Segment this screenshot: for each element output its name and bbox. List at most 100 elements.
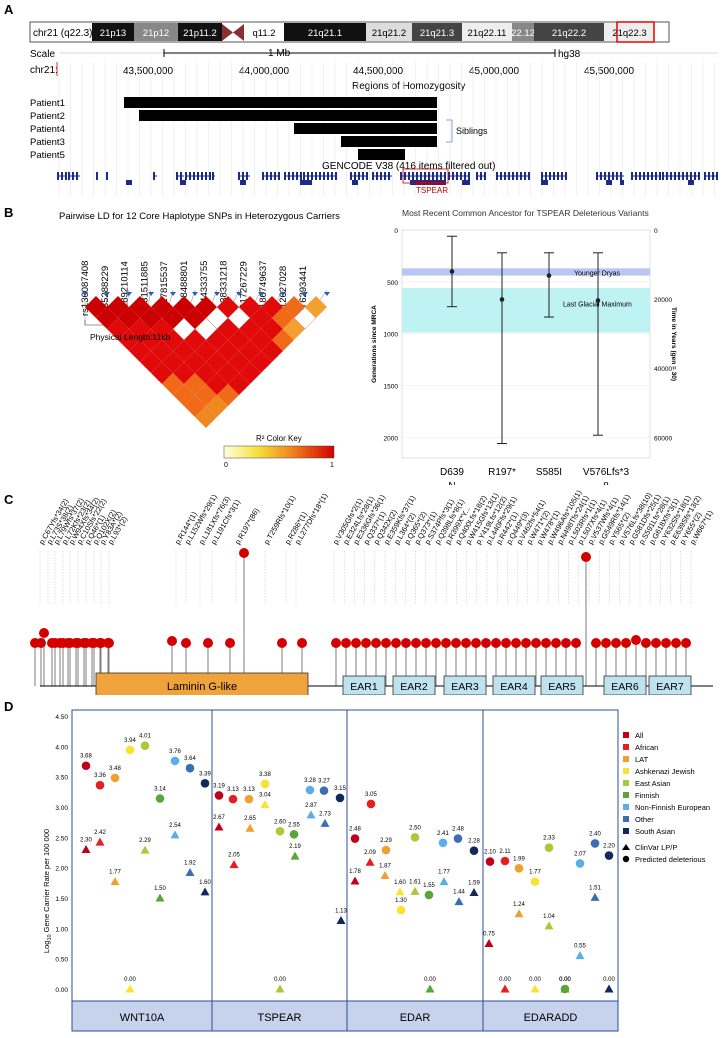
point-label: 3.48 xyxy=(109,766,121,772)
point-label: 3.27 xyxy=(318,779,330,785)
ideogram-band[interactable] xyxy=(178,23,222,41)
predicted-deleterious-point xyxy=(140,741,150,751)
scale-value: 1 Mb xyxy=(268,48,291,59)
domain-label: EAR3 xyxy=(451,681,479,693)
variant-label: N xyxy=(448,481,455,485)
point-label: 1.61 xyxy=(409,879,421,885)
domain-label: EAR2 xyxy=(400,681,428,693)
clinvar-point xyxy=(306,810,316,819)
roh-bar xyxy=(358,149,405,160)
lollipop-head xyxy=(581,552,591,562)
point-label: 2.09 xyxy=(364,850,376,856)
ideogram-band[interactable] xyxy=(366,23,412,41)
point-label: 2.19 xyxy=(289,844,301,850)
ideogram-band[interactable] xyxy=(244,23,284,41)
point-label: 3.36 xyxy=(94,773,106,779)
clinvar-point xyxy=(590,892,600,901)
clinvar-point xyxy=(575,951,585,960)
legend-label: Finnish xyxy=(635,791,659,800)
predicted-deleterious-point xyxy=(514,863,524,873)
band-label: 21q22.2 xyxy=(552,28,586,39)
legend-label: South Asian xyxy=(635,827,675,836)
patient-label: Patient5 xyxy=(30,150,65,161)
predicted-deleterious-point xyxy=(575,859,585,868)
clinvar-point xyxy=(544,921,554,930)
predicted-deleterious-point xyxy=(305,785,315,795)
legend-swatch xyxy=(623,744,629,750)
lollipop-head xyxy=(621,638,631,648)
lollipop-head xyxy=(351,638,361,648)
lollipop-head xyxy=(391,638,401,648)
snp-label: rs117815537 xyxy=(159,261,170,316)
point-label: 2.42 xyxy=(94,830,106,836)
predicted-deleterious-point xyxy=(214,791,224,800)
clinvar-point xyxy=(155,893,165,902)
lollipop-head xyxy=(39,628,49,638)
point-label: 2.30 xyxy=(80,837,92,843)
lgm-band xyxy=(402,288,650,333)
ideogram-band[interactable] xyxy=(284,23,366,41)
legend-label: African xyxy=(635,743,658,752)
point-label: 3.04 xyxy=(259,793,271,799)
y-tick: 1.50 xyxy=(55,896,68,903)
ideogram-band[interactable] xyxy=(462,23,512,41)
predicted-deleterious-point xyxy=(590,839,600,848)
snp-label: rs136087408 xyxy=(80,261,91,316)
domain-ear xyxy=(540,675,584,695)
carrier-points: 3.68 3.363.48 3.944.01 3.14 3.763.64 3.39 2.30… xyxy=(80,734,615,994)
point-label: 3.68 xyxy=(80,754,92,760)
y-tick: 2.00 xyxy=(55,866,68,873)
right-tick: 60000 xyxy=(654,435,672,442)
lollipop-head xyxy=(571,638,581,648)
gene-label: WNT10A xyxy=(120,1012,165,1024)
chr-label: chr21: xyxy=(30,65,58,76)
highlight-box xyxy=(616,21,655,43)
lollipop-head xyxy=(277,638,287,648)
ideogram-band[interactable] xyxy=(534,23,604,41)
panel-c-letter: C xyxy=(4,492,14,507)
point-label: 3.05 xyxy=(365,792,377,798)
lollipop-head xyxy=(491,638,501,648)
ideogram-band[interactable] xyxy=(92,23,134,41)
tspear-label: TSPEAR xyxy=(416,186,448,195)
point-label: 2.54 xyxy=(169,823,181,829)
ideogram-bands[interactable]: 21p13 21p12 21p11.2 q11.2 21q21.1 21q21.2 21q2… xyxy=(92,23,655,41)
ld-cell xyxy=(305,296,327,318)
point-label: 3.15 xyxy=(334,786,346,792)
legend-swatch xyxy=(623,780,629,786)
ideogram-band[interactable] xyxy=(412,23,462,41)
ideogram-band[interactable] xyxy=(134,23,178,41)
lollipop-head xyxy=(661,638,671,648)
clinvar-point xyxy=(185,868,195,877)
assembly: hg38 xyxy=(558,49,581,60)
point-label: 0.00 xyxy=(124,977,136,983)
predicted-deleterious-point xyxy=(396,905,406,915)
legend-label: Predicted deleterious xyxy=(635,855,706,864)
left-tick: 1000 xyxy=(384,332,399,339)
domain-ear xyxy=(443,675,487,695)
variant-labels: p.C67Yfs*34(2)p.L73S*38(2)p.L79Wfs*37(2)… xyxy=(37,488,715,546)
snp-label: rs35288229 xyxy=(100,266,111,316)
lollipop-head xyxy=(239,548,249,558)
snp-label: rs144333755 xyxy=(199,261,210,316)
panel-d-carrier-chart: Log10 Gene Carrier Rate per 100 000 WNT1… xyxy=(42,709,710,1032)
legend-swatch xyxy=(623,816,629,822)
ideogram-band[interactable] xyxy=(512,23,534,41)
lollipop-head xyxy=(225,638,235,648)
lollipop-head xyxy=(641,638,651,648)
snp-labels: rs136087408 rs35288229 rs189210114 rs531511… xyxy=(80,261,309,316)
point-label: 1.30 xyxy=(395,898,407,904)
clinvar-point xyxy=(560,984,570,993)
lollipop-head xyxy=(71,638,81,648)
predicted-deleterious-point xyxy=(366,799,376,809)
clinvar-point xyxy=(425,984,435,993)
band-label: 21p11.2 xyxy=(183,28,217,39)
ld-heatmap xyxy=(82,292,330,428)
y-tick: 4.00 xyxy=(55,744,68,751)
clinvar-point xyxy=(410,886,420,895)
scale-label: Scale xyxy=(30,49,55,60)
point-label: 3.14 xyxy=(154,787,166,793)
point-label: 2.33 xyxy=(543,836,555,842)
y-tick: 0.00 xyxy=(55,987,68,994)
band-label: 21p12 xyxy=(143,28,169,39)
